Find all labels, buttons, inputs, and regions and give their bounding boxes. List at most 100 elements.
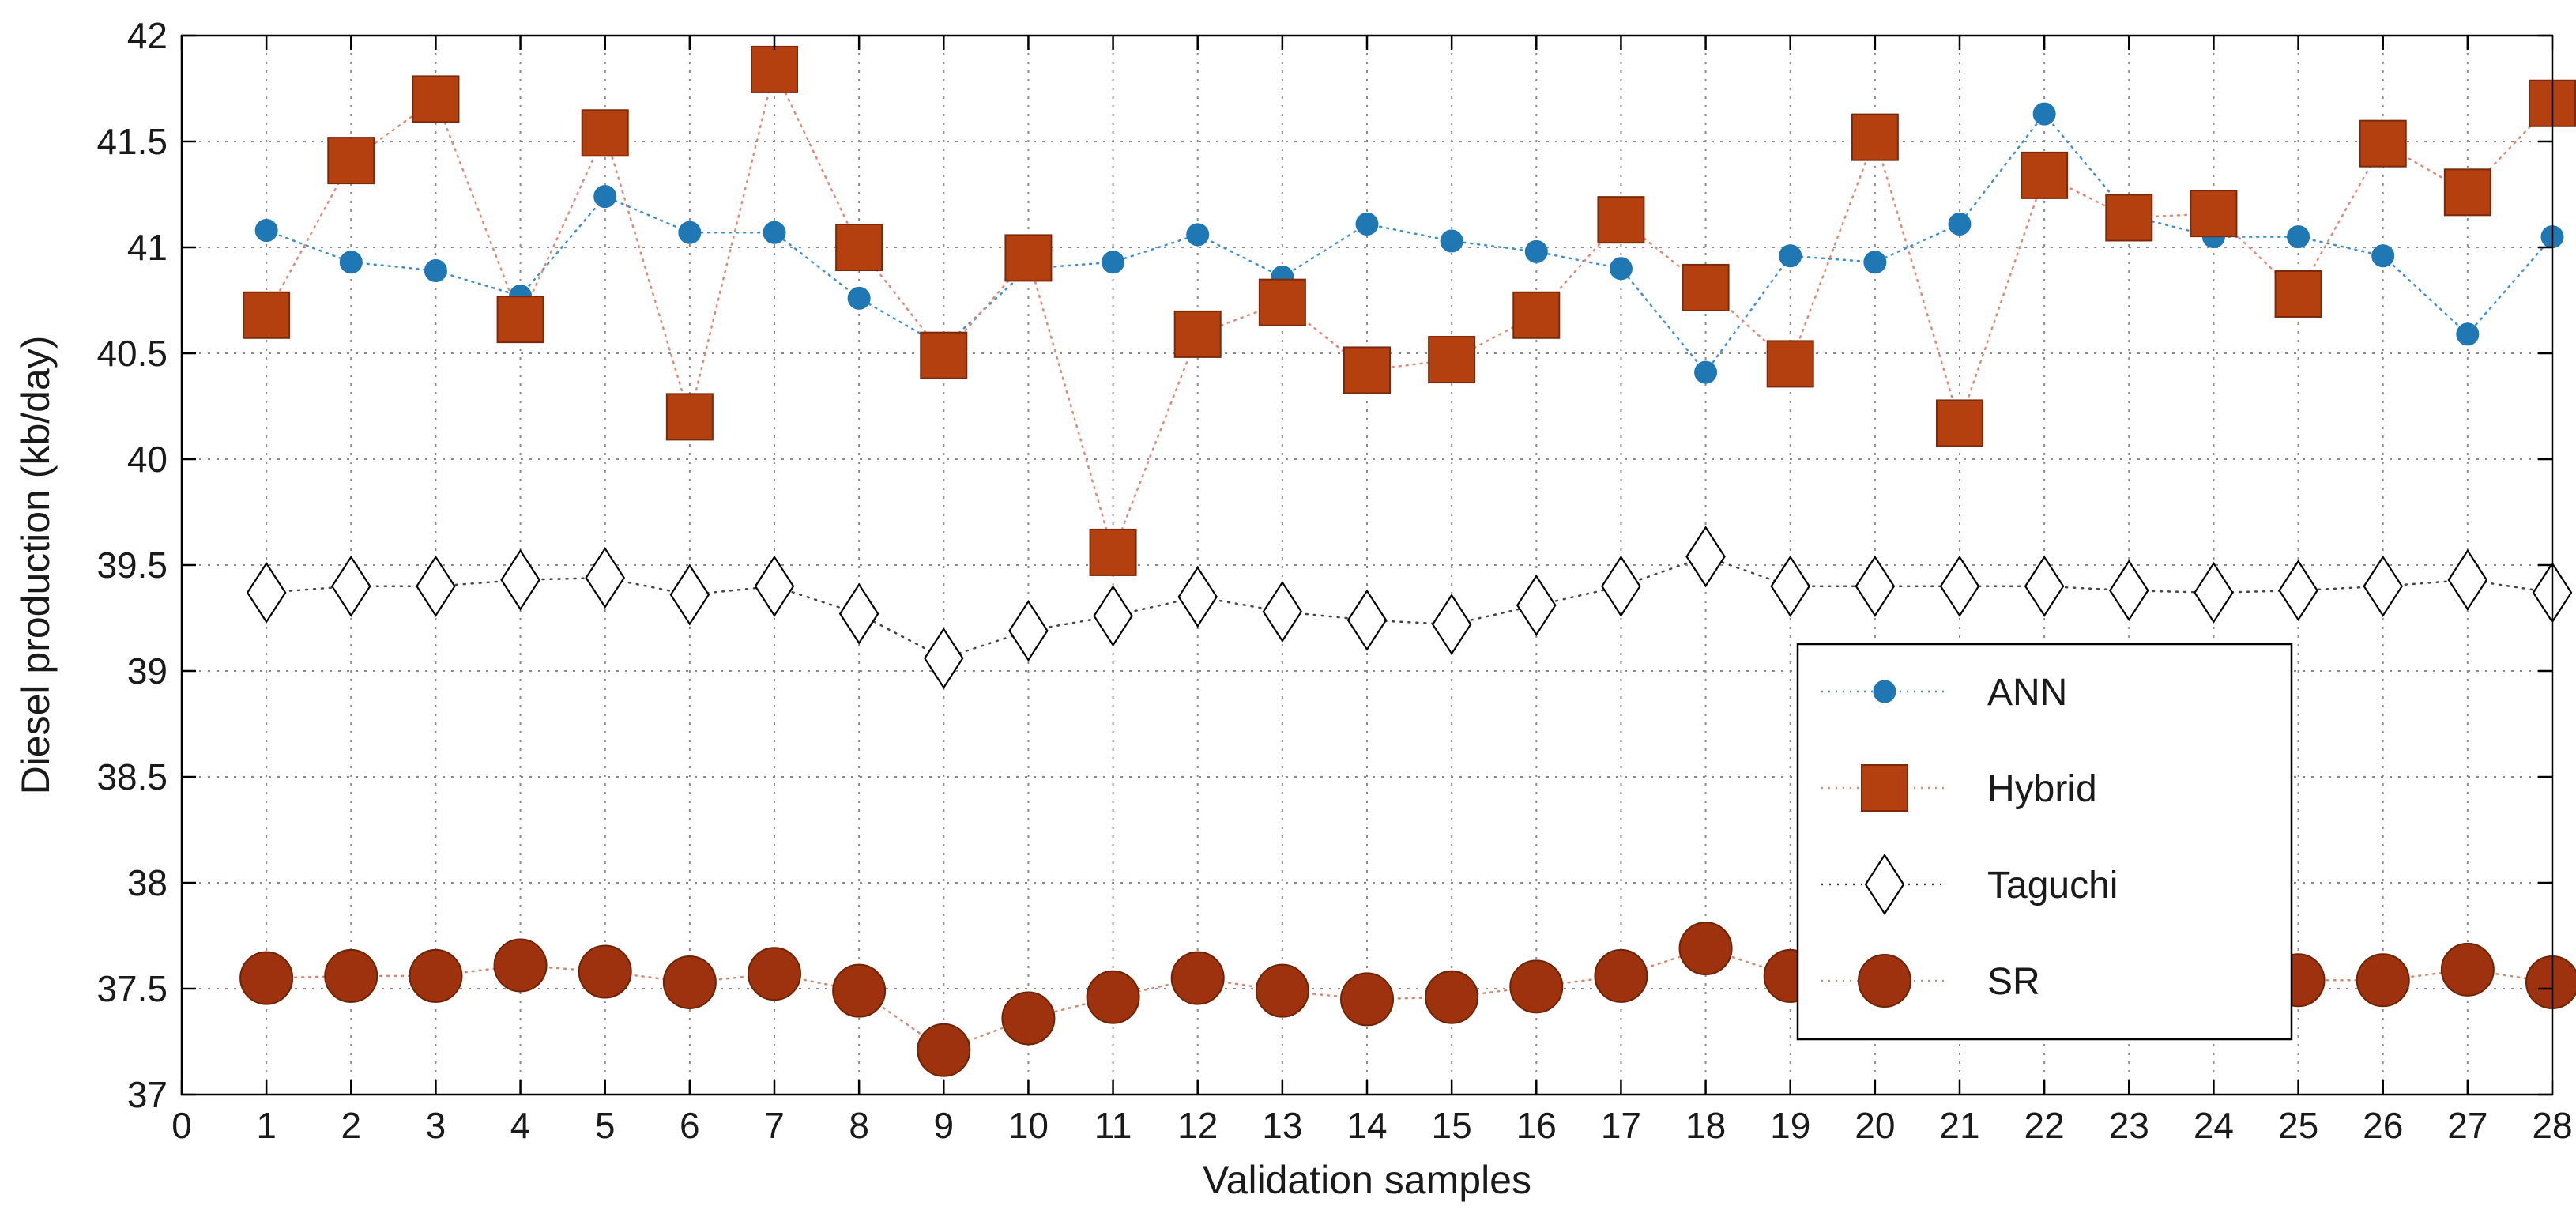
x-tick-label: 15: [1432, 1105, 1472, 1146]
series-line-hybrid: [265, 66, 2554, 556]
data-point-ann: [424, 258, 447, 282]
x-tick-label: 27: [2447, 1105, 2487, 1146]
y-tick-label: 40: [127, 439, 168, 480]
x-tick-label: 10: [1008, 1105, 1049, 1146]
x-tick-label: 9: [933, 1105, 954, 1146]
data-point-hybrid: [1343, 346, 1391, 394]
data-point-ann: [1440, 229, 1463, 253]
data-point-taguchi: [585, 547, 626, 609]
y-tick-label: 37.5: [96, 968, 168, 1009]
data-point-sr: [409, 948, 463, 1003]
data-point-sr: [239, 951, 294, 1005]
data-point-ann: [1779, 244, 1802, 268]
data-point-taguchi: [330, 555, 371, 617]
data-point-hybrid: [1766, 340, 1814, 388]
data-point-ann: [339, 251, 363, 274]
data-point-sr: [1086, 970, 1140, 1024]
legend-marker-sr: [1858, 954, 1911, 1008]
y-tick-label: 40.5: [96, 333, 168, 374]
x-tick-label: 6: [680, 1105, 700, 1146]
x-tick-label: 11: [1094, 1105, 1132, 1146]
x-tick-label: 5: [595, 1105, 616, 1146]
data-point-ann: [254, 219, 278, 243]
data-point-hybrid: [2443, 168, 2491, 217]
data-point-hybrid: [1936, 399, 1983, 447]
legend-marker-taguchi: [1864, 853, 1905, 916]
data-point-hybrid: [1089, 528, 1137, 576]
y-tick-label: 39.5: [96, 545, 168, 586]
data-point-taguchi: [2024, 555, 2065, 617]
x-tick-label: 20: [1855, 1105, 1895, 1146]
data-point-hybrid: [1173, 310, 1222, 358]
data-point-taguchi: [2363, 555, 2404, 617]
data-point-hybrid: [581, 109, 629, 157]
x-tick-label: 2: [341, 1105, 361, 1146]
data-point-hybrid: [496, 296, 544, 344]
data-point-taguchi: [754, 555, 795, 617]
x-tick-label: 13: [1262, 1105, 1302, 1146]
data-point-taguchi: [1346, 589, 1388, 651]
data-point-taguchi: [1601, 555, 1641, 617]
data-point-taguchi: [923, 627, 964, 689]
data-point-sr: [493, 938, 548, 993]
data-point-sr: [1425, 970, 1479, 1024]
data-point-hybrid: [1004, 234, 1053, 282]
data-point-taguchi: [246, 561, 287, 624]
data-point-sr: [832, 963, 887, 1018]
y-tick-label: 37: [127, 1074, 168, 1115]
x-tick-label: 0: [171, 1105, 192, 1146]
x-tick-label: 16: [1516, 1105, 1557, 1146]
data-point-sr: [1255, 963, 1309, 1018]
data-point-hybrid: [2274, 270, 2322, 318]
x-tick-label: 23: [2109, 1105, 2149, 1146]
data-point-hybrid: [2105, 194, 2153, 242]
data-point-taguchi: [1855, 555, 1896, 617]
series-line-ann: [265, 112, 2554, 375]
data-point-taguchi: [416, 555, 456, 617]
y-tick-label: 42: [127, 15, 168, 56]
data-point-ann: [2032, 102, 2056, 126]
x-tick-label: 12: [1177, 1105, 1218, 1146]
data-point-ann: [1524, 239, 1548, 263]
data-point-hybrid: [920, 331, 968, 379]
data-point-hybrid: [1851, 113, 1899, 161]
x-tick-label: 26: [2363, 1105, 2403, 1146]
data-point-ann: [1186, 223, 1210, 247]
x-tick-label: 18: [1685, 1105, 1726, 1146]
x-tick-label: 1: [256, 1105, 277, 1146]
data-point-ann: [1948, 213, 1972, 236]
data-point-sr: [578, 944, 632, 999]
x-tick-label: 24: [2194, 1105, 2234, 1146]
y-tick-label: 38.5: [96, 756, 168, 797]
data-point-ann: [2287, 225, 2310, 249]
x-tick-label: 14: [1346, 1105, 1387, 1146]
data-point-hybrid: [2359, 119, 2407, 168]
data-point-taguchi: [838, 582, 879, 645]
data-point-ann: [2456, 322, 2480, 346]
legend-label-hybrid: Hybrid: [1987, 768, 2097, 810]
data-point-hybrid: [1258, 278, 1306, 326]
data-point-taguchi: [1431, 594, 1472, 656]
x-tick-label: 3: [426, 1105, 446, 1146]
data-point-taguchi: [1008, 600, 1049, 662]
series-line-taguchi: [265, 555, 2554, 660]
data-point-ann: [1863, 251, 1887, 274]
data-point-taguchi: [1177, 566, 1218, 628]
data-point-ann: [1609, 257, 1633, 281]
y-tick-label: 38: [127, 862, 168, 903]
data-point-sr: [2525, 955, 2576, 1009]
data-point-hybrid: [665, 393, 714, 441]
data-point-taguchi: [2278, 560, 2318, 622]
data-point-taguchi: [1939, 555, 1980, 617]
x-tick-label: 4: [510, 1105, 531, 1146]
data-point-hybrid: [1428, 336, 1476, 384]
data-point-sr: [748, 947, 801, 1001]
data-point-ann: [1355, 213, 1379, 236]
legend-marker-ann: [1873, 680, 1896, 703]
y-tick-label: 41.5: [96, 121, 168, 162]
data-point-ann: [678, 220, 702, 244]
data-point-hybrid: [327, 137, 375, 185]
data-point-hybrid: [1682, 263, 1730, 311]
axis-ticks: 0 1 2 3 4 5 6 7 8 9 10 11 12 13 14 15 16 17 18 19 20 21 22 23 24…: [96, 15, 2572, 1146]
y-tick-label: 39: [127, 650, 168, 692]
